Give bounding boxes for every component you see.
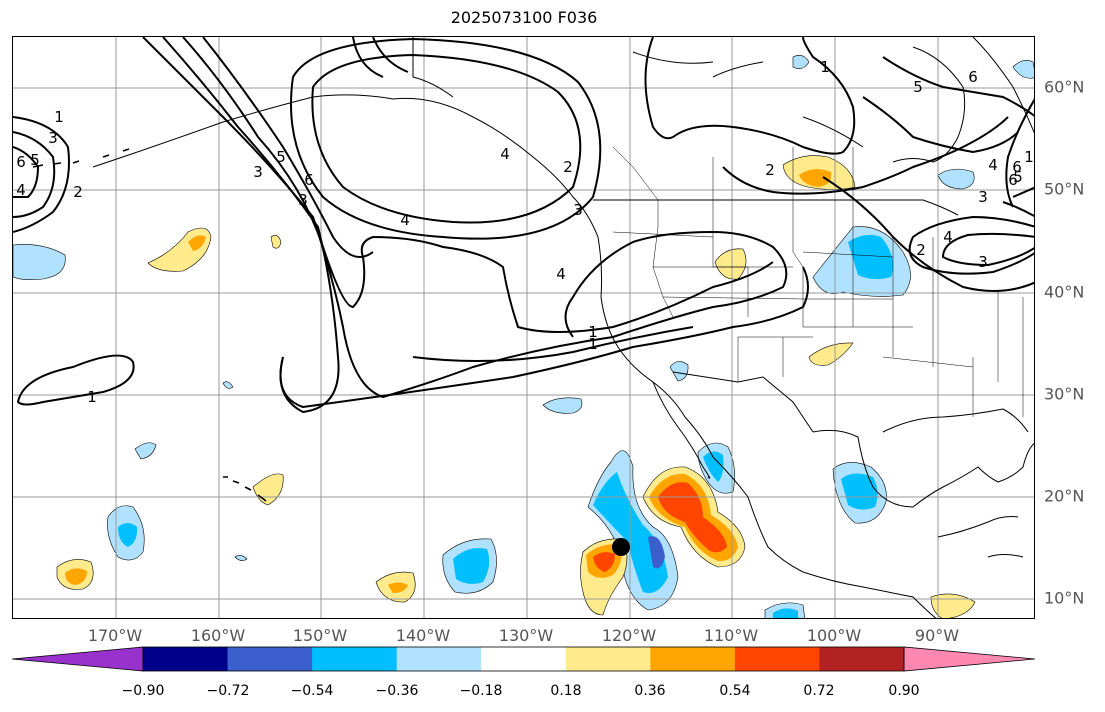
colorbar-cells	[12, 647, 1035, 671]
colorbar	[11, 646, 1036, 672]
contour-label: 6	[968, 68, 978, 86]
colorbar-cell	[481, 647, 567, 671]
colorbar-tick-label: −0.36	[375, 683, 419, 699]
colorbar-cell	[734, 647, 820, 671]
colorbar-cell	[650, 647, 736, 671]
contour-label: 3	[298, 191, 308, 209]
contour-label: 4	[943, 228, 953, 246]
map-title: 2025073100 F036	[450, 8, 598, 27]
map-panel[interactable]: 1 3 5 1 2 3 4 6 4 1 1 2 5 6 5 3 6 4 3 4 …	[12, 36, 1035, 619]
lat-label: 20°N	[1044, 486, 1085, 506]
contour-label: 4	[400, 211, 410, 229]
contour-label: 1	[87, 388, 97, 406]
lat-label: 40°N	[1044, 282, 1085, 302]
contour-label: 1	[588, 335, 598, 353]
lat-label: 60°N	[1044, 77, 1085, 97]
contour-label: 2	[563, 158, 573, 176]
colorbar-tick-label: −0.90	[121, 683, 165, 699]
contour-label: 6	[16, 153, 26, 171]
graticule	[13, 37, 1034, 618]
contour-label: 3	[253, 163, 263, 181]
contour-label: 6	[1012, 158, 1022, 176]
lat-label: 10°N	[1044, 588, 1085, 608]
lon-label: 160°W	[190, 626, 246, 645]
colorbar-cell	[396, 647, 482, 671]
colorbar-tick-label: 0.54	[719, 683, 751, 699]
lat-label: 50°N	[1044, 179, 1085, 199]
contour-lines	[13, 37, 1034, 414]
contour-label: 1	[820, 58, 830, 76]
colorbar-cell	[227, 647, 313, 671]
contour-label: 3	[573, 201, 583, 219]
anomaly-fill-layer	[13, 55, 1034, 618]
colorbar-extend-min	[12, 647, 143, 671]
contour-label: 4	[556, 265, 566, 283]
map-canvas: 1 3 5 1 2 3 4 6 4 1 1 2 5 6 5 3 6 4 3 4 …	[13, 37, 1034, 618]
lon-label: 140°W	[395, 626, 451, 645]
lon-label: 100°W	[806, 626, 862, 645]
contour-label: 1	[1024, 148, 1034, 166]
contour-label: 3	[978, 253, 988, 271]
lon-label: 170°W	[87, 626, 143, 645]
contour-label: 3	[978, 188, 988, 206]
lon-label: 130°W	[498, 626, 554, 645]
colorbar-tick-label: −0.18	[459, 683, 503, 699]
colorbar-cell	[819, 647, 905, 671]
lat-label: 30°N	[1044, 384, 1085, 404]
contour-label: 6	[304, 171, 314, 189]
contour-label: 1	[54, 108, 64, 126]
colorbar-cell	[312, 647, 398, 671]
lon-label: 110°W	[703, 626, 759, 645]
storm-center-marker[interactable]	[612, 538, 630, 556]
contour-label: 5	[1013, 168, 1023, 186]
colorbar-tick-label: 0.72	[803, 683, 835, 699]
contour-label: 2	[916, 241, 926, 259]
contour-label: 4	[988, 156, 998, 174]
lon-label: 90°W	[914, 626, 960, 645]
contour-label: 2	[765, 161, 775, 179]
lon-label: 150°W	[292, 626, 348, 645]
colorbar-tick-label: 0.36	[634, 683, 666, 699]
contour-label-layer: 1 3 5 1 2 3 4 6 4 1 1 2 5 6 5 3 6 4 3 4 …	[16, 58, 1034, 406]
colorbar-tick-label: 0.18	[550, 683, 582, 699]
colorbar-extend-max	[904, 647, 1035, 671]
colorbar-tick-label: −0.72	[206, 683, 250, 699]
contour-label: 1	[588, 323, 598, 341]
colorbar-tick-label: 0.90	[888, 683, 920, 699]
contour-label: 4	[16, 181, 26, 199]
lon-label: 120°W	[601, 626, 657, 645]
contour-label: 2	[73, 183, 83, 201]
contour-label: 5	[30, 151, 40, 169]
colorbar-cell	[565, 647, 651, 671]
contour-label: 4	[500, 145, 510, 163]
contour-label: 6	[1008, 171, 1018, 189]
contour-label: 5	[276, 148, 286, 166]
contour-label: 5	[913, 78, 923, 96]
coastlines	[32, 37, 1034, 618]
contour-label: 3	[48, 129, 58, 147]
colorbar-cell	[143, 647, 229, 671]
political-borders	[612, 146, 1024, 417]
colorbar-tick-label: −0.54	[290, 683, 334, 699]
